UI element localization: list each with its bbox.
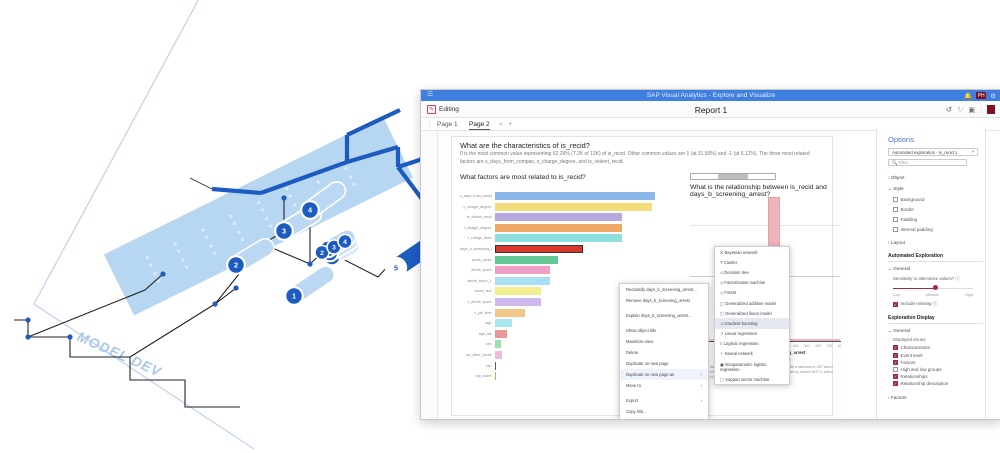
svg-text:4: 4 [343, 239, 347, 246]
svg-text:3: 3 [332, 245, 336, 252]
svg-text:1: 1 [292, 292, 296, 301]
svg-text:2: 2 [320, 250, 324, 257]
svg-text:2: 2 [234, 261, 238, 270]
svg-text:5: 5 [394, 264, 398, 273]
svg-text:3: 3 [282, 227, 286, 236]
